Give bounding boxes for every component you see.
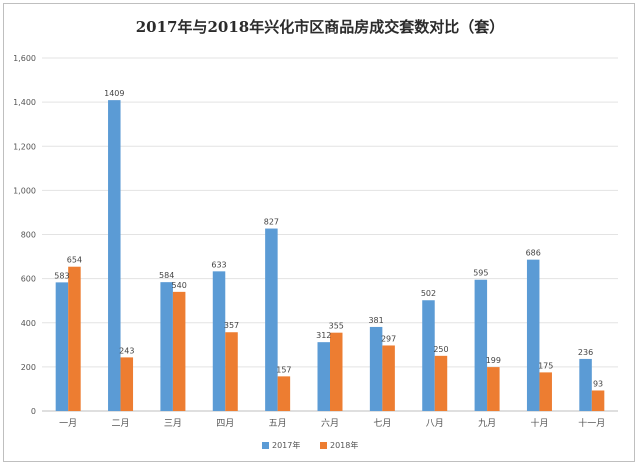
bar-2017年 — [317, 342, 330, 411]
x-axis: 一月 二月 三月 四月 五月 六月 七月 八月 九月 十月 十一月 — [59, 417, 605, 429]
gridlines — [42, 57, 618, 412]
data-label: 297 — [381, 334, 396, 343]
y-tick-label: 1,200 — [13, 142, 36, 151]
bar-2018年 — [330, 332, 343, 411]
data-label: 381 — [368, 316, 383, 325]
bar-2018年 — [120, 357, 134, 411]
y-tick-label: 1,600 — [13, 54, 36, 63]
bar-2018年 — [591, 390, 605, 411]
bar-2018年 — [434, 355, 448, 411]
bar-2017年 — [265, 228, 278, 411]
data-label: 595 — [473, 269, 488, 278]
bars — [55, 100, 605, 411]
legend-label: 2018年 — [330, 440, 358, 450]
chart-title: 2017年与2018年兴化市区商品房成交套数对比（套） — [136, 18, 505, 36]
data-label: 654 — [67, 256, 82, 265]
data-label: 1409 — [104, 89, 124, 98]
data-label: 312 — [316, 331, 331, 340]
data-label: 540 — [172, 281, 187, 290]
x-tick-label: 二月 — [112, 418, 130, 429]
y-tick-label: 400 — [21, 319, 36, 328]
legend: 2017年 2018年 — [262, 440, 358, 450]
data-label: 243 — [119, 346, 134, 355]
x-tick-label: 十一月 — [578, 417, 605, 429]
x-tick-label: 十月 — [530, 417, 548, 429]
bar-2018年 — [225, 332, 238, 411]
x-tick-label: 五月 — [269, 418, 287, 429]
y-tick-label: 0 — [31, 407, 36, 416]
bar-2017年 — [55, 282, 69, 411]
bar-2017年 — [526, 259, 540, 411]
bar-2017年 — [369, 326, 383, 411]
x-tick-label: 七月 — [373, 418, 391, 429]
legend-label: 2017年 — [272, 440, 300, 450]
y-tick-label: 1,000 — [13, 186, 36, 195]
data-label: 686 — [526, 249, 541, 258]
legend-swatch — [320, 442, 327, 449]
bar-2018年 — [68, 266, 81, 411]
x-tick-label: 六月 — [321, 417, 339, 429]
data-label: 236 — [578, 348, 593, 357]
bar-2017年 — [212, 271, 226, 411]
y-tick-label: 600 — [21, 275, 36, 284]
x-tick-label: 四月 — [216, 418, 234, 429]
data-label: 584 — [159, 271, 174, 280]
data-label: 827 — [264, 218, 279, 227]
data-label: 250 — [433, 345, 448, 354]
x-tick-label: 一月 — [59, 418, 77, 429]
bar-2018年 — [487, 367, 500, 411]
data-label: 502 — [421, 289, 436, 298]
bar-2017年 — [108, 100, 121, 411]
data-label: 199 — [486, 356, 501, 365]
data-label: 583 — [54, 271, 69, 280]
data-label: 157 — [276, 365, 291, 374]
data-label: 93 — [593, 379, 603, 388]
y-tick-label: 1,400 — [13, 98, 36, 107]
x-tick-label: 九月 — [478, 418, 496, 429]
data-label: 175 — [538, 361, 553, 370]
y-tick-label: 200 — [21, 363, 36, 372]
bar-2018年 — [172, 291, 186, 411]
bar-2018年 — [382, 345, 395, 411]
data-label: 633 — [211, 260, 226, 269]
x-tick-label: 三月 — [164, 418, 182, 429]
legend-swatch — [262, 442, 269, 449]
x-tick-label: 八月 — [426, 418, 444, 429]
bar-2017年 — [579, 358, 592, 411]
y-axis: 0 200 400 600 800 1,000 1,200 1,400 1,600 — [13, 54, 36, 416]
bar-2018年 — [539, 372, 552, 411]
bar-2018年 — [277, 376, 291, 411]
bar-2017年 — [160, 282, 173, 411]
data-label: 355 — [329, 322, 344, 331]
bar-2017年 — [474, 279, 488, 411]
bar-2017年 — [422, 300, 435, 411]
y-tick-label: 800 — [21, 231, 36, 240]
data-label: 357 — [224, 321, 239, 330]
